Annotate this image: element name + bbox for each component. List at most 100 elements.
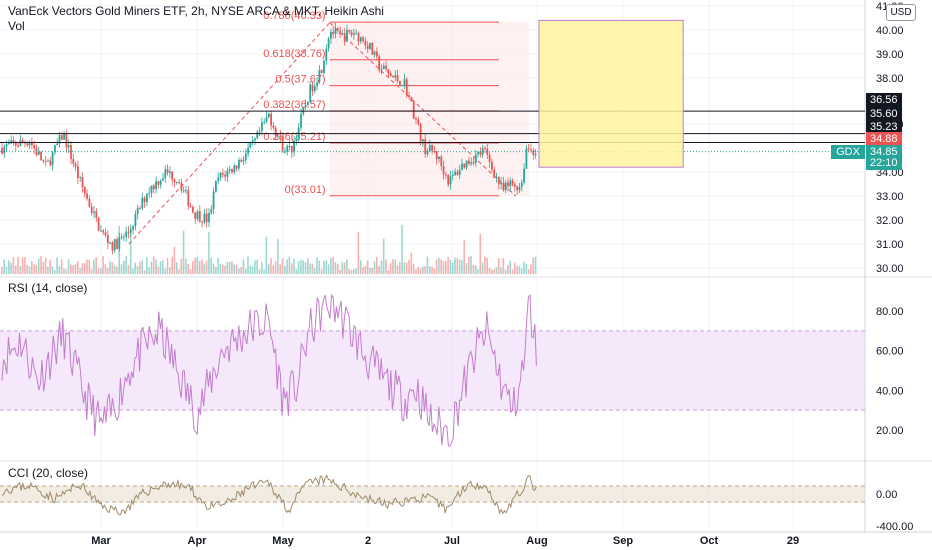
volume-bar xyxy=(203,263,206,274)
candle-body xyxy=(74,163,77,167)
volume-bar xyxy=(422,266,424,274)
candle-body xyxy=(8,143,10,145)
volume-bar xyxy=(265,236,268,274)
candle-body xyxy=(417,119,420,125)
candle-body xyxy=(435,151,438,160)
candle-body xyxy=(410,96,413,102)
volume-bar xyxy=(454,257,456,274)
volume-bar xyxy=(456,258,459,274)
price-tick-label: 38.00 xyxy=(876,73,904,85)
candle-body xyxy=(141,197,144,209)
volume-bar xyxy=(256,259,258,274)
candle-body xyxy=(146,193,148,203)
volume-bar xyxy=(26,264,28,274)
volume-bar xyxy=(387,269,390,274)
volume-bar xyxy=(111,262,114,274)
volume-bar xyxy=(175,262,178,274)
volume-bar xyxy=(146,257,148,274)
candle-body xyxy=(532,150,535,156)
candle-body xyxy=(486,148,489,155)
volume-bar xyxy=(415,269,417,274)
candle-body xyxy=(355,33,358,35)
candle-body xyxy=(116,239,118,249)
volume-bar xyxy=(316,257,318,274)
volume-bar xyxy=(534,256,537,274)
candle-body xyxy=(113,239,116,251)
candle-body xyxy=(187,190,190,206)
volume-bar xyxy=(152,256,155,274)
volume-bar xyxy=(74,264,77,274)
candle-body xyxy=(63,133,65,140)
volume-bar xyxy=(157,266,160,274)
volume-bar xyxy=(511,269,514,274)
volume-bar xyxy=(435,259,438,274)
volume-bar xyxy=(79,268,81,274)
candle-body xyxy=(95,211,98,218)
candle-body xyxy=(378,56,381,71)
candle-body xyxy=(10,140,13,144)
volume-bar xyxy=(19,266,22,274)
candle-body xyxy=(277,135,279,137)
volume-bar xyxy=(472,264,475,274)
candle-body xyxy=(481,147,484,155)
fib-level-label: 0(33.01) xyxy=(285,184,326,196)
candle-body xyxy=(224,174,226,177)
candle-body xyxy=(507,182,509,187)
candle-body xyxy=(313,86,316,92)
currency-button[interactable]: USD xyxy=(886,4,916,21)
candle-body xyxy=(261,122,263,132)
volume-bar xyxy=(47,266,49,274)
volume-bar xyxy=(336,263,339,274)
volume-bar xyxy=(440,259,442,274)
candle-body xyxy=(445,174,447,176)
volume-bar xyxy=(458,259,461,274)
candle-body xyxy=(37,151,40,155)
candle-body xyxy=(118,237,121,249)
candle-body xyxy=(325,48,328,61)
candle-body xyxy=(203,213,206,223)
volume-bar xyxy=(502,258,505,274)
candle-body xyxy=(58,135,61,144)
volume-bar xyxy=(497,258,500,274)
candle-body xyxy=(366,45,369,49)
candle-body xyxy=(456,171,459,175)
volume-bar xyxy=(465,263,468,274)
candle-body xyxy=(242,159,245,162)
volume-bar xyxy=(507,264,509,274)
volume-bar xyxy=(129,228,132,274)
candle-body xyxy=(403,79,406,86)
candle-body xyxy=(493,169,496,178)
volume-bar xyxy=(410,252,413,274)
candle-body xyxy=(300,114,302,128)
volume-bar xyxy=(88,259,91,274)
volume-bar xyxy=(518,265,521,274)
candle-body xyxy=(461,163,463,171)
volume-bar xyxy=(509,260,511,274)
volume-bar xyxy=(194,257,196,274)
volume-bar xyxy=(221,264,224,274)
candle-body xyxy=(396,75,399,82)
volume-bar xyxy=(171,256,173,274)
candle-body xyxy=(307,102,309,106)
candle-body xyxy=(123,236,125,238)
volume-bar xyxy=(90,268,93,274)
volume-bar xyxy=(290,263,293,274)
volume-bar xyxy=(28,266,31,274)
volume-bar xyxy=(58,266,61,274)
volume-bar xyxy=(486,257,488,274)
cci-line xyxy=(1,474,537,516)
volume-bar xyxy=(54,269,56,274)
volume-bar xyxy=(254,260,256,274)
candle-body xyxy=(21,140,24,143)
candle-body xyxy=(389,73,392,76)
candle-body xyxy=(42,160,45,162)
axes: 41.0040.0039.0038.0036.0034.0033.0032.00… xyxy=(91,1,913,547)
candle-body xyxy=(488,154,491,163)
volume-bar xyxy=(258,269,261,274)
candle-body xyxy=(258,131,261,133)
candle-body xyxy=(265,117,268,122)
volume-bar xyxy=(215,267,217,274)
volume-bar xyxy=(14,265,17,274)
rsi-pane xyxy=(0,293,865,447)
volume-bar xyxy=(224,265,226,274)
